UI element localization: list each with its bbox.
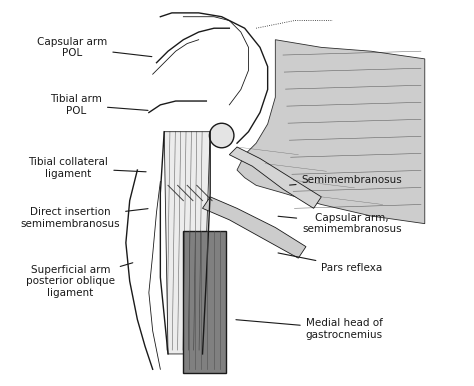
Polygon shape (164, 132, 210, 354)
Text: Direct insertion
semimembranosus: Direct insertion semimembranosus (20, 207, 148, 229)
Polygon shape (183, 231, 226, 373)
Text: Pars reflexa: Pars reflexa (278, 253, 383, 273)
Text: Medial head of
gastrocnemius: Medial head of gastrocnemius (236, 318, 383, 340)
Text: Capsular arm,
semimembranosus: Capsular arm, semimembranosus (278, 213, 402, 234)
Polygon shape (237, 40, 425, 223)
Text: Tibial collateral
ligament: Tibial collateral ligament (28, 157, 146, 179)
Polygon shape (229, 147, 321, 208)
Circle shape (210, 123, 234, 148)
Text: Tibial arm
POL: Tibial arm POL (50, 94, 148, 116)
Text: Capsular arm
POL: Capsular arm POL (37, 37, 152, 58)
Polygon shape (202, 197, 306, 258)
Text: Semimembranosus: Semimembranosus (290, 174, 402, 185)
Text: Superficial arm
posterior oblique
ligament: Superficial arm posterior oblique ligame… (26, 263, 133, 298)
